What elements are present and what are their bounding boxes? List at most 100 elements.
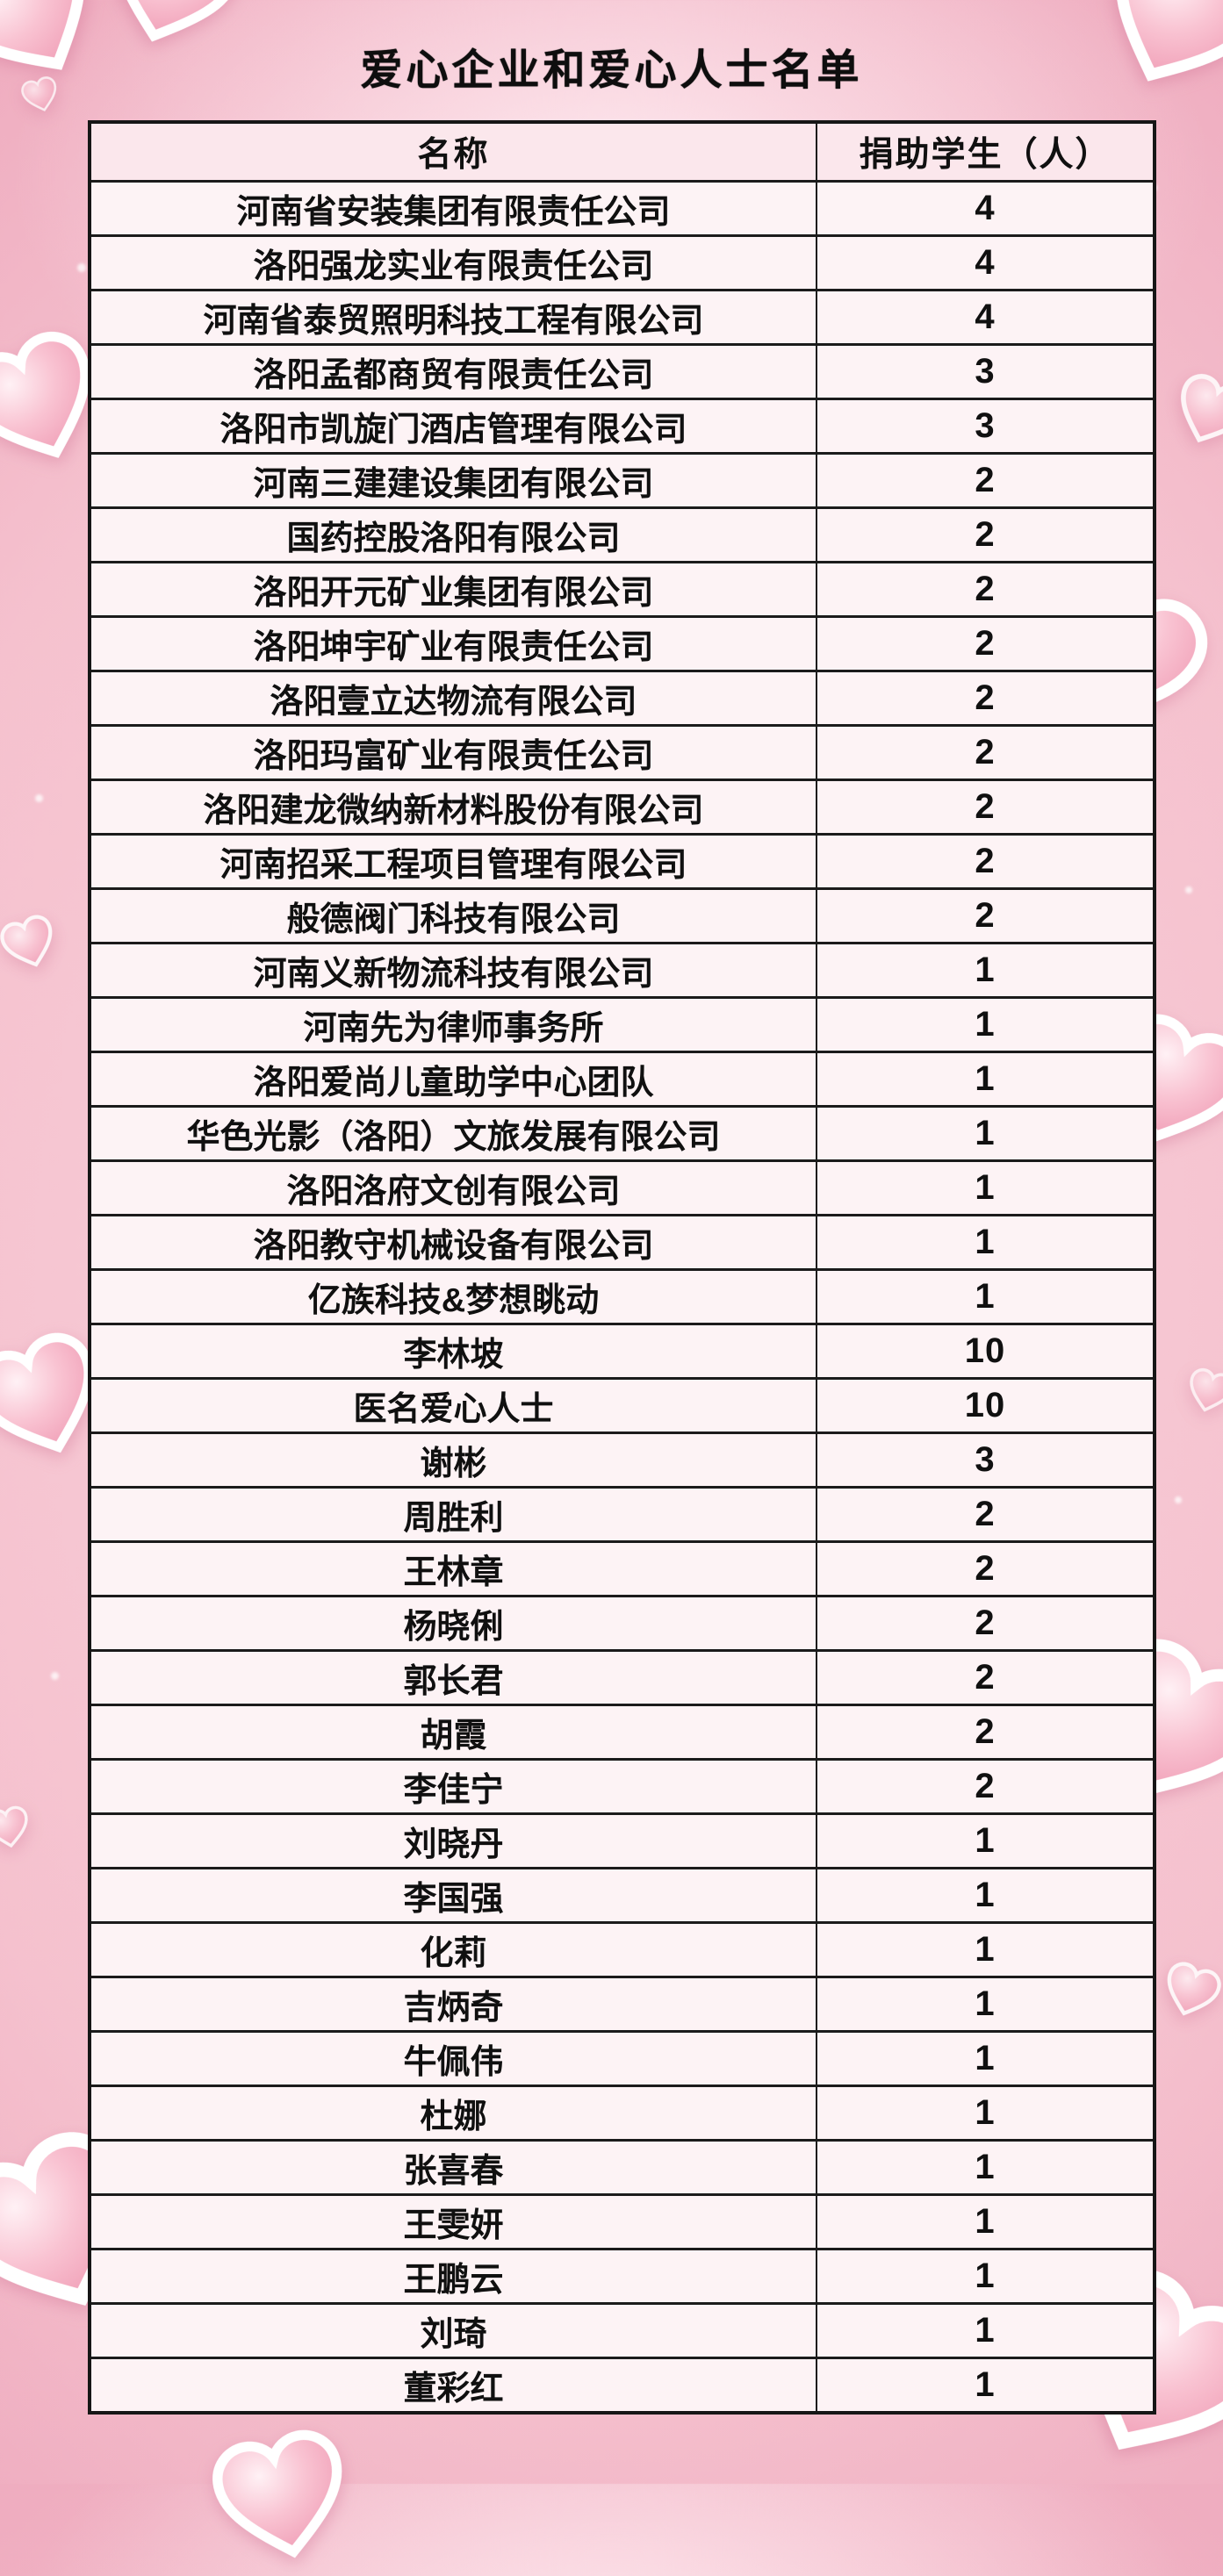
table-row: 河南省安装集团有限责任公司 4 [89,180,1155,237]
count-cell: 1 [816,2357,1155,2415]
count-cell: 2 [816,670,1155,727]
count-cell: 1 [816,996,1155,1053]
name-cell: 胡霞 [89,1704,817,1761]
count-cell: 1 [816,1921,1155,1978]
count-cell: 2 [816,561,1155,618]
count-cell: 2 [816,887,1155,944]
count-cell: 1 [816,2084,1155,2142]
table-row: 李林坡 10 [89,1323,1155,1380]
name-cell: 谢彬 [89,1432,817,1489]
heart-icon [1165,366,1223,456]
name-cell: 般德阀门科技有限公司 [89,887,817,944]
table-body: 河南省安装集团有限责任公司 4 洛阳强龙实业有限责任公司 4 河南省泰贸照明科技… [89,180,1155,2415]
heart-icon [0,910,62,975]
sparkle-dot [1185,886,1192,893]
name-cell: 牛佩伟 [89,2030,817,2087]
table-row: 刘琦 1 [89,2302,1155,2359]
heart-icon [1182,1364,1223,1418]
count-cell: 4 [816,289,1155,346]
table-row: 胡霞 2 [89,1704,1155,1761]
table-row: 华色光影（洛阳）文旅发展有限公司 1 [89,1105,1155,1162]
name-cell: 洛阳开元矿业集团有限公司 [89,561,817,618]
table-row: 李佳宁 2 [89,1758,1155,1815]
count-cell: 2 [816,779,1155,836]
table-row: 河南招采工程项目管理有限公司 2 [89,833,1155,890]
table-row: 王雯妍 1 [89,2193,1155,2250]
count-cell: 2 [816,1540,1155,1597]
count-cell: 10 [816,1377,1155,1434]
donor-table: 名称 捐助学生（人） 河南省安装集团有限责任公司 4 洛阳强龙实业有限责任公司 … [88,120,1156,2415]
table-row: 河南义新物流科技有限公司 1 [89,942,1155,999]
name-cell: 张喜春 [89,2139,817,2196]
count-cell: 1 [816,1159,1155,1216]
table-row: 董彩红 1 [89,2357,1155,2415]
table-row: 谢彬 3 [89,1432,1155,1489]
name-cell: 王鹏云 [89,2248,817,2305]
count-cell: 2 [816,506,1155,563]
table-row: 李国强 1 [89,1867,1155,1924]
table-row: 亿族科技&梦想眺动 1 [89,1268,1155,1325]
count-cell: 2 [816,1486,1155,1543]
table-row: 牛佩伟 1 [89,2030,1155,2087]
name-cell: 华色光影（洛阳）文旅发展有限公司 [89,1105,817,1162]
table-row: 杜娜 1 [89,2084,1155,2142]
name-cell: 洛阳爱尚儿童助学中心团队 [89,1051,817,1108]
sparkle-dot [35,794,43,802]
table-row: 杨晓俐 2 [89,1595,1155,1652]
table-row: 洛阳孟都商贸有限责任公司 3 [89,343,1155,400]
table-row: 洛阳坤宇矿业有限责任公司 2 [89,615,1155,672]
name-cell: 河南三建建设集团有限公司 [89,452,817,509]
table-row: 洛阳玛富矿业有限责任公司 2 [89,724,1155,781]
name-cell: 洛阳市凯旋门酒店管理有限公司 [89,398,817,455]
table-row: 洛阳建龙微纳新材料股份有限公司 2 [89,779,1155,836]
heart-icon [1156,1957,1223,2025]
table-row: 洛阳爱尚儿童助学中心团队 1 [89,1051,1155,1108]
name-cell: 化莉 [89,1921,817,1978]
table-row: 吉炳奇 1 [89,1976,1155,2033]
count-cell: 2 [816,1758,1155,1815]
count-cell: 2 [816,1704,1155,1761]
name-cell: 王雯妍 [89,2193,817,2250]
count-cell: 1 [816,1051,1155,1108]
count-cell: 4 [816,234,1155,291]
count-cell: 1 [816,1812,1155,1869]
count-cell: 2 [816,724,1155,781]
table-row: 洛阳强龙实业有限责任公司 4 [89,234,1155,291]
count-cell: 1 [816,1268,1155,1325]
table-row: 河南先为律师事务所 1 [89,996,1155,1053]
name-cell: 吉炳奇 [89,1976,817,2033]
name-cell: 郭长君 [89,1649,817,1706]
name-cell: 医名爱心人士 [89,1377,817,1434]
name-cell: 国药控股洛阳有限公司 [89,506,817,563]
name-cell: 刘琦 [89,2302,817,2359]
name-cell: 董彩红 [89,2357,817,2415]
sparkle-dot [51,1672,59,1680]
table-row: 王鹏云 1 [89,2248,1155,2305]
name-cell: 河南先为律师事务所 [89,996,817,1053]
table-row: 河南三建建设集团有限公司 2 [89,452,1155,509]
table-row: 国药控股洛阳有限公司 2 [89,506,1155,563]
name-cell: 洛阳教守机械设备有限公司 [89,1214,817,1271]
table-row: 化莉 1 [89,1921,1155,1978]
sparkle-dot [77,263,86,272]
count-cell: 2 [816,615,1155,672]
count-cell: 4 [816,180,1155,237]
sparkle-dot [1175,1496,1182,1503]
table-row: 张喜春 1 [89,2139,1155,2196]
name-cell: 李林坡 [89,1323,817,1380]
count-cell: 1 [816,1105,1155,1162]
count-cell: 1 [816,2248,1155,2305]
count-cell: 1 [816,2139,1155,2196]
count-cell: 1 [816,2030,1155,2087]
table-row: 医名爱心人士 10 [89,1377,1155,1434]
name-cell: 刘晓丹 [89,1812,817,1869]
name-cell: 王林章 [89,1540,817,1597]
table-row: 洛阳开元矿业集团有限公司 2 [89,561,1155,618]
table-row: 王林章 2 [89,1540,1155,1597]
count-cell: 1 [816,2193,1155,2250]
count-cell: 1 [816,1867,1155,1924]
name-cell: 李佳宁 [89,1758,817,1815]
name-cell: 洛阳洛府文创有限公司 [89,1159,817,1216]
count-cell: 1 [816,1214,1155,1271]
count-cell: 2 [816,1595,1155,1652]
